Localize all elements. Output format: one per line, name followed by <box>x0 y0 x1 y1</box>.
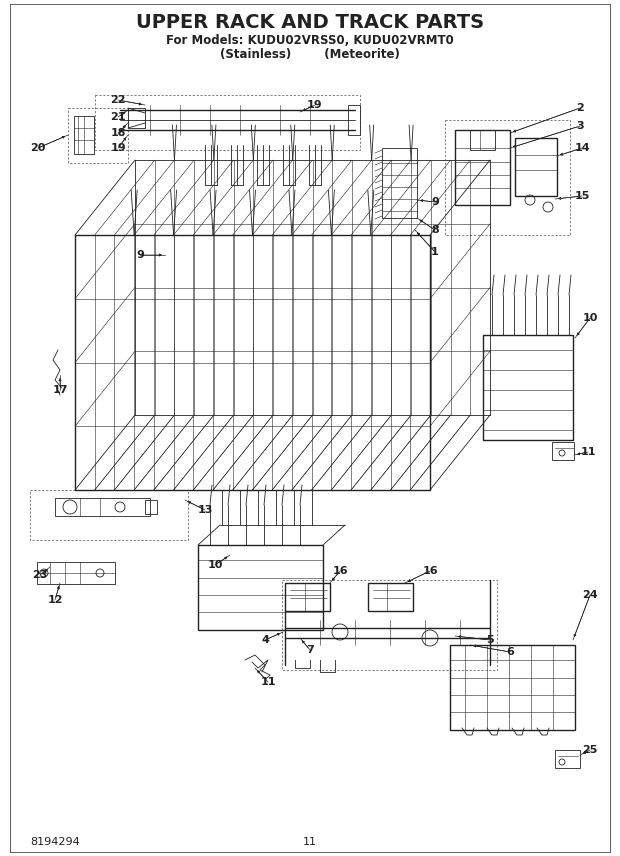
Text: 8: 8 <box>431 225 439 235</box>
Text: 23: 23 <box>32 570 48 580</box>
Bar <box>37 562 115 584</box>
Bar <box>128 108 145 128</box>
Text: 15: 15 <box>574 191 590 201</box>
Bar <box>555 750 580 768</box>
Text: 25: 25 <box>582 745 598 755</box>
Text: 18: 18 <box>110 128 126 138</box>
Bar <box>455 130 510 205</box>
Text: 2: 2 <box>576 103 584 113</box>
Text: 19: 19 <box>110 143 126 153</box>
Text: 3: 3 <box>576 121 584 131</box>
Text: (Stainless)        (Meteorite): (Stainless) (Meteorite) <box>220 47 400 61</box>
Bar <box>282 580 497 670</box>
Text: 8194294: 8194294 <box>30 837 80 847</box>
Bar <box>145 500 157 514</box>
Text: 20: 20 <box>30 143 46 153</box>
Text: 21: 21 <box>110 112 126 122</box>
Text: 11: 11 <box>580 447 596 457</box>
Bar <box>470 130 495 150</box>
Text: 17: 17 <box>52 385 68 395</box>
Bar <box>515 138 557 196</box>
Bar <box>198 545 323 630</box>
Bar <box>68 108 128 163</box>
Bar <box>285 583 330 611</box>
Bar <box>552 442 574 460</box>
Text: 16: 16 <box>332 566 348 576</box>
Bar <box>445 120 570 235</box>
Bar <box>348 105 360 135</box>
Text: 13: 13 <box>197 505 213 515</box>
Text: 22: 22 <box>110 95 126 105</box>
Bar <box>368 583 413 611</box>
Text: 12: 12 <box>47 595 63 605</box>
Bar <box>450 645 575 730</box>
Text: 7: 7 <box>306 645 314 655</box>
Text: 10: 10 <box>582 313 598 323</box>
Bar <box>30 490 188 540</box>
Text: 10: 10 <box>207 560 223 570</box>
Text: For Models: KUDU02VRSS0, KUDU02VRMT0: For Models: KUDU02VRSS0, KUDU02VRMT0 <box>166 33 454 46</box>
Text: 9: 9 <box>431 197 439 207</box>
Text: 6: 6 <box>506 647 514 657</box>
Text: 11: 11 <box>260 677 276 687</box>
Bar <box>483 335 573 440</box>
Text: 24: 24 <box>582 590 598 600</box>
Text: 11: 11 <box>303 837 317 847</box>
Bar <box>382 148 417 218</box>
Bar <box>74 116 94 154</box>
Text: 1: 1 <box>431 247 439 257</box>
Bar <box>55 498 150 516</box>
Text: 5: 5 <box>486 635 494 645</box>
Text: 4: 4 <box>261 635 269 645</box>
Text: 16: 16 <box>422 566 438 576</box>
Text: 14: 14 <box>574 143 590 153</box>
Bar <box>95 95 360 150</box>
Text: 19: 19 <box>307 100 323 110</box>
Text: 9: 9 <box>136 250 144 260</box>
Text: UPPER RACK AND TRACK PARTS: UPPER RACK AND TRACK PARTS <box>136 13 484 32</box>
